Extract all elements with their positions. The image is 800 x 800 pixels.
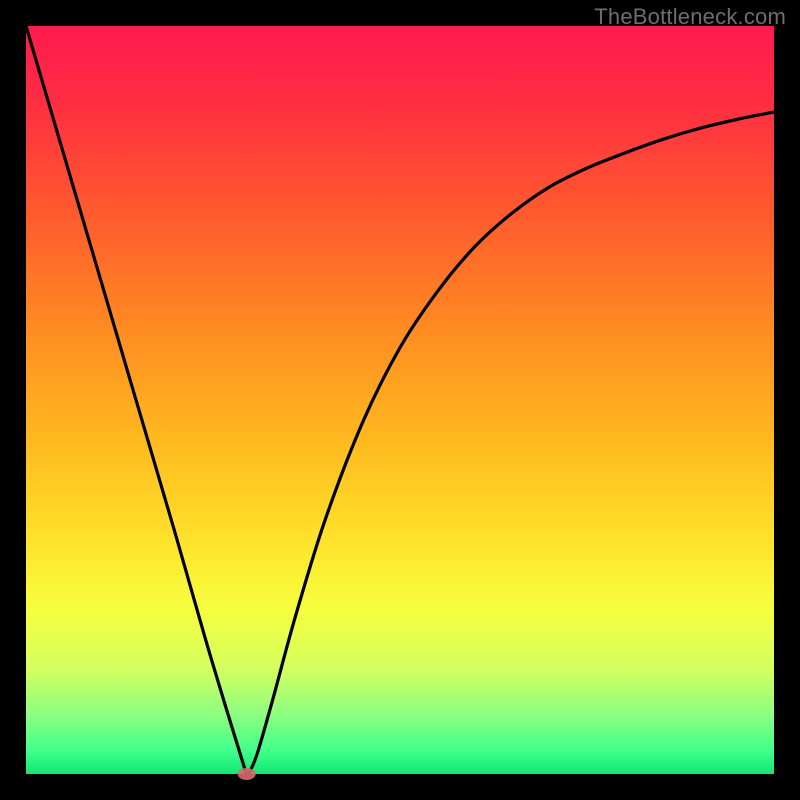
minimum-marker: [238, 768, 256, 780]
chart-container: TheBottleneck.com: [0, 0, 800, 800]
bottleneck-chart: [0, 0, 800, 800]
watermark-text: TheBottleneck.com: [594, 4, 786, 30]
